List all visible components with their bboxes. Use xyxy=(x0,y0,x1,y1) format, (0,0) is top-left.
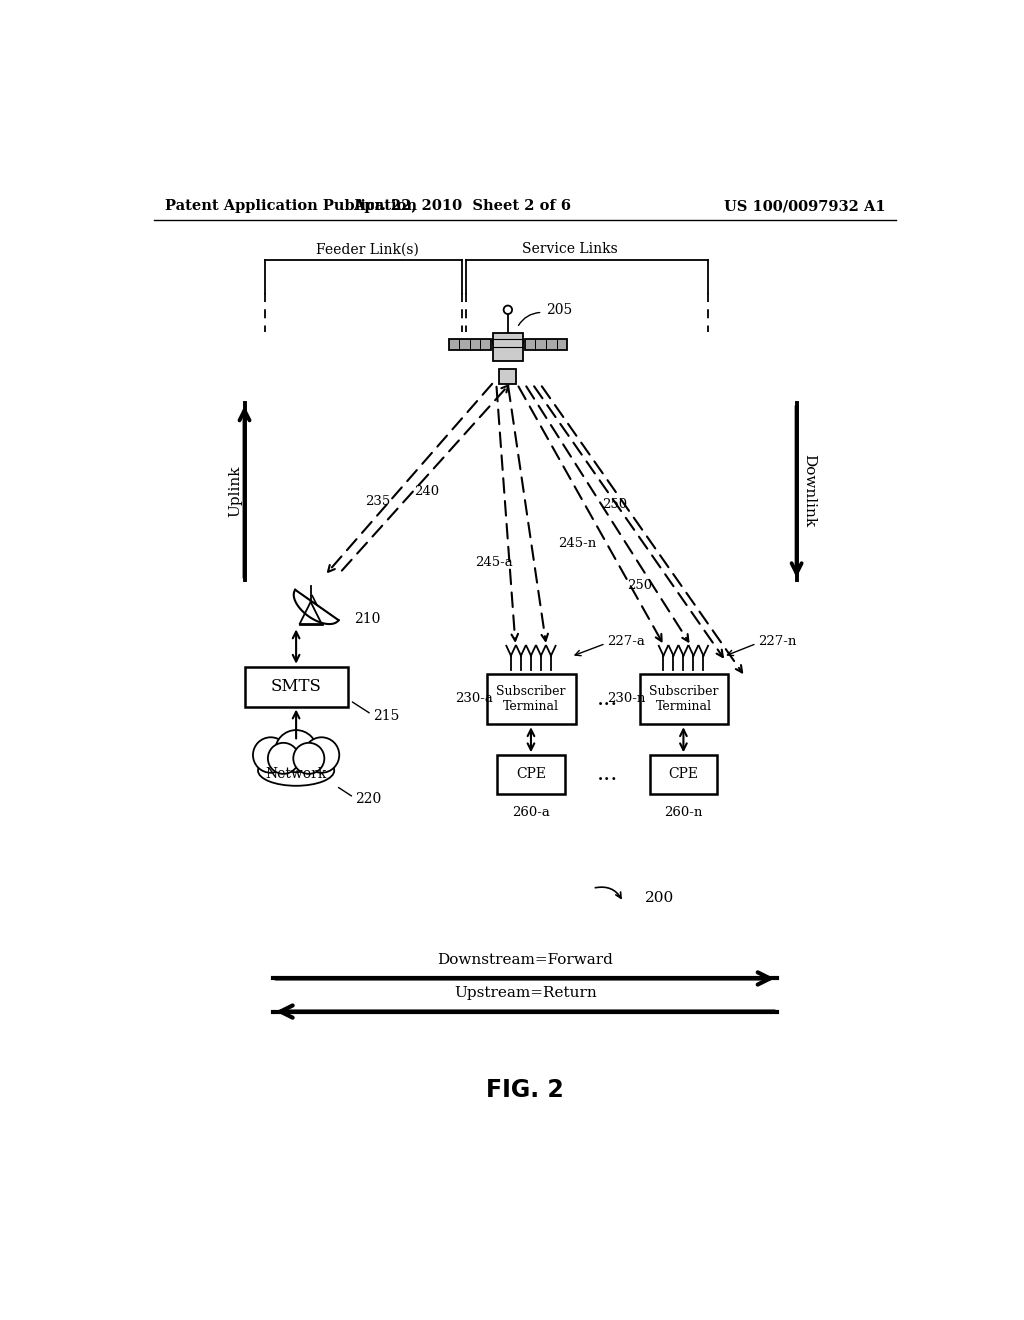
Ellipse shape xyxy=(493,334,523,350)
Text: 245-n: 245-n xyxy=(558,537,596,550)
Text: Subscriber
Terminal: Subscriber Terminal xyxy=(497,685,565,713)
FancyBboxPatch shape xyxy=(500,370,516,384)
Text: 210: 210 xyxy=(354,612,380,626)
Text: Uplink: Uplink xyxy=(228,465,243,517)
Text: Network: Network xyxy=(265,767,327,781)
FancyBboxPatch shape xyxy=(640,675,728,725)
FancyBboxPatch shape xyxy=(524,339,567,350)
Text: 250: 250 xyxy=(628,579,652,593)
Text: 245-a: 245-a xyxy=(475,556,513,569)
Text: 240: 240 xyxy=(414,484,439,498)
Text: FIG. 2: FIG. 2 xyxy=(486,1078,563,1102)
Text: 260-a: 260-a xyxy=(512,807,550,820)
Text: 200: 200 xyxy=(645,891,674,904)
Text: CPE: CPE xyxy=(516,767,546,781)
Text: 235: 235 xyxy=(366,495,391,508)
Text: 220: 220 xyxy=(355,792,382,807)
FancyBboxPatch shape xyxy=(487,675,575,725)
Text: Apr. 22, 2010  Sheet 2 of 6: Apr. 22, 2010 Sheet 2 of 6 xyxy=(352,199,570,213)
FancyBboxPatch shape xyxy=(649,755,717,793)
Text: 227-a: 227-a xyxy=(607,635,645,648)
Text: 230-a: 230-a xyxy=(455,693,493,705)
Circle shape xyxy=(275,730,317,772)
Text: Downstream=Forward: Downstream=Forward xyxy=(437,953,613,966)
Text: Downlink: Downlink xyxy=(802,454,816,528)
Text: 227-n: 227-n xyxy=(758,635,797,648)
FancyBboxPatch shape xyxy=(449,339,490,350)
FancyBboxPatch shape xyxy=(497,755,565,793)
Text: Patent Application Publication: Patent Application Publication xyxy=(165,199,417,213)
FancyBboxPatch shape xyxy=(493,334,523,360)
Text: 215: 215 xyxy=(373,709,399,723)
Text: 250: 250 xyxy=(602,499,627,511)
Circle shape xyxy=(268,743,299,774)
Circle shape xyxy=(304,738,339,772)
Circle shape xyxy=(293,743,325,774)
Circle shape xyxy=(504,305,512,314)
Text: Service Links: Service Links xyxy=(521,243,617,256)
FancyBboxPatch shape xyxy=(245,667,348,706)
Text: 260-n: 260-n xyxy=(665,807,702,820)
Text: 205: 205 xyxy=(547,304,572,317)
Text: US 100/0097932 A1: US 100/0097932 A1 xyxy=(724,199,885,213)
Ellipse shape xyxy=(258,755,334,785)
Text: Feeder Link(s): Feeder Link(s) xyxy=(315,243,419,256)
Text: SMTS: SMTS xyxy=(270,678,322,696)
Text: Subscriber
Terminal: Subscriber Terminal xyxy=(648,685,718,713)
Text: 230-n: 230-n xyxy=(607,693,645,705)
Text: Upstream=Return: Upstream=Return xyxy=(454,986,597,1001)
Text: CPE: CPE xyxy=(669,767,698,781)
Text: ...: ... xyxy=(597,763,617,785)
Circle shape xyxy=(253,738,289,772)
Text: ...: ... xyxy=(597,688,617,710)
